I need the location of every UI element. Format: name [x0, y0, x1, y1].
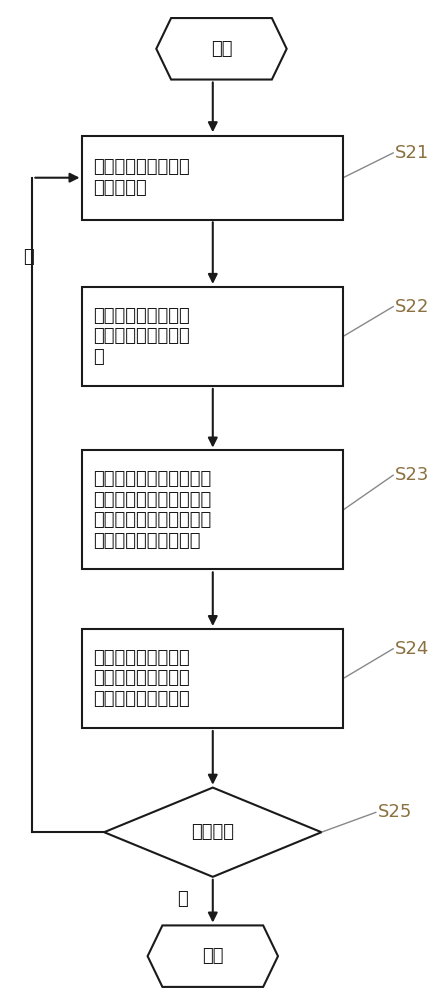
Text: S25: S25	[378, 803, 412, 821]
FancyBboxPatch shape	[82, 287, 343, 386]
Text: 测量结束: 测量结束	[191, 823, 234, 841]
Text: S21: S21	[395, 144, 430, 162]
Text: 该光电转换装置输出
被测光对应的光电流
值: 该光电转换装置输出 被测光对应的光电流 值	[93, 307, 190, 366]
Text: S22: S22	[395, 298, 430, 316]
Text: 根据所获得的光电流值以
及光电转换系数、光谱功
率系数、光源波形计算得
到被测光的光功率分布: 根据所获得的光电流值以 及光电转换系数、光谱功 率系数、光源波形计算得 到被测光…	[93, 470, 211, 550]
Text: S24: S24	[395, 640, 430, 658]
FancyBboxPatch shape	[82, 450, 343, 569]
Text: 结束: 结束	[202, 947, 224, 965]
Polygon shape	[148, 925, 278, 987]
Text: S23: S23	[395, 466, 430, 484]
Text: 光电转换装置置于被
测光照射下: 光电转换装置置于被 测光照射下	[93, 158, 190, 197]
Text: 开始: 开始	[211, 40, 232, 58]
FancyBboxPatch shape	[82, 629, 343, 728]
Text: 否: 否	[23, 248, 33, 266]
FancyBboxPatch shape	[82, 136, 343, 220]
Polygon shape	[156, 18, 287, 80]
Text: 由计算得到的光功率
分布计算得到其他被
测光的光色性能参数: 由计算得到的光功率 分布计算得到其他被 测光的光色性能参数	[93, 649, 190, 708]
Text: 是: 是	[177, 890, 188, 908]
Polygon shape	[104, 788, 322, 877]
